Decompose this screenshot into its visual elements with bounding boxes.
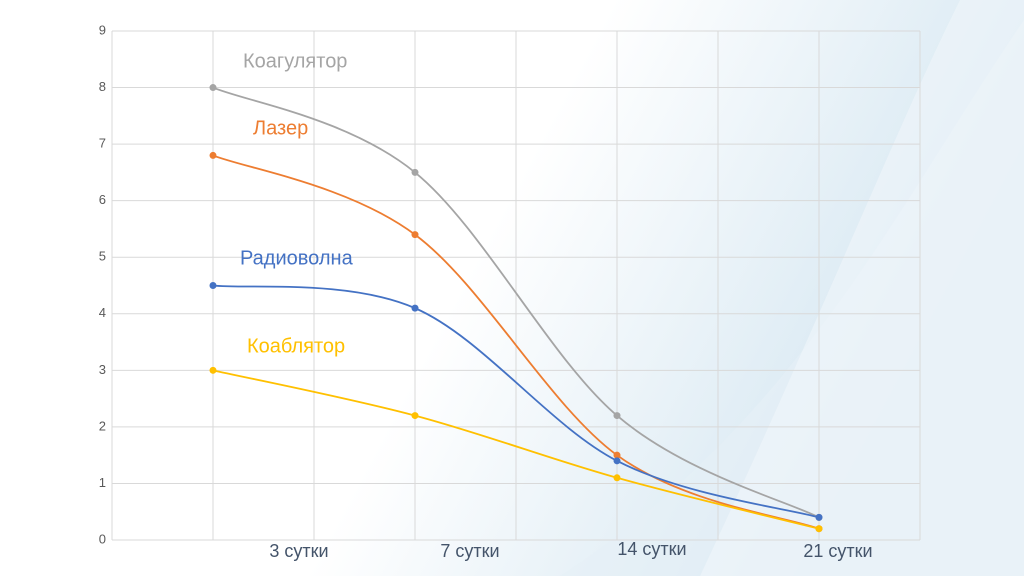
data-point — [411, 231, 419, 239]
background-swoosh — [700, 0, 1024, 576]
series-line — [212, 369, 820, 530]
data-point — [613, 451, 621, 459]
series-label: Коаблятор — [247, 335, 345, 357]
data-point — [815, 525, 823, 533]
data-point — [209, 282, 217, 289]
y-tick-label: 4 — [99, 305, 106, 320]
data-point — [613, 412, 621, 420]
data-point — [209, 366, 217, 374]
data-point — [613, 457, 621, 465]
y-tick-label: 7 — [99, 136, 106, 151]
x-tick-label: 21 сутки — [803, 541, 872, 561]
series-label: Коагулятор — [243, 50, 347, 72]
y-tick-label: 1 — [99, 475, 106, 490]
data-point — [815, 513, 823, 521]
y-tick-label: 8 — [99, 79, 106, 94]
y-tick-label: 3 — [99, 362, 106, 377]
data-point — [209, 151, 217, 159]
series-line — [212, 154, 820, 530]
series-label: Радиоволна — [240, 247, 354, 269]
y-tick-label: 5 — [99, 249, 106, 264]
data-point — [411, 304, 419, 312]
data-point — [411, 412, 419, 420]
x-tick-label: 3 сутки — [269, 541, 328, 561]
series-label: Лазер — [253, 117, 308, 139]
y-tick-label: 2 — [99, 418, 106, 433]
y-tick-label: 0 — [99, 531, 106, 546]
series-line — [212, 86, 820, 519]
y-tick-label: 9 — [99, 22, 106, 37]
x-tick-label: 7 сутки — [440, 541, 499, 561]
series-line — [212, 284, 820, 519]
data-point — [613, 474, 621, 482]
x-tick-label: 14 сутки — [617, 539, 686, 559]
data-point — [209, 84, 217, 92]
data-point — [411, 168, 419, 176]
y-tick-label: 6 — [99, 192, 106, 207]
